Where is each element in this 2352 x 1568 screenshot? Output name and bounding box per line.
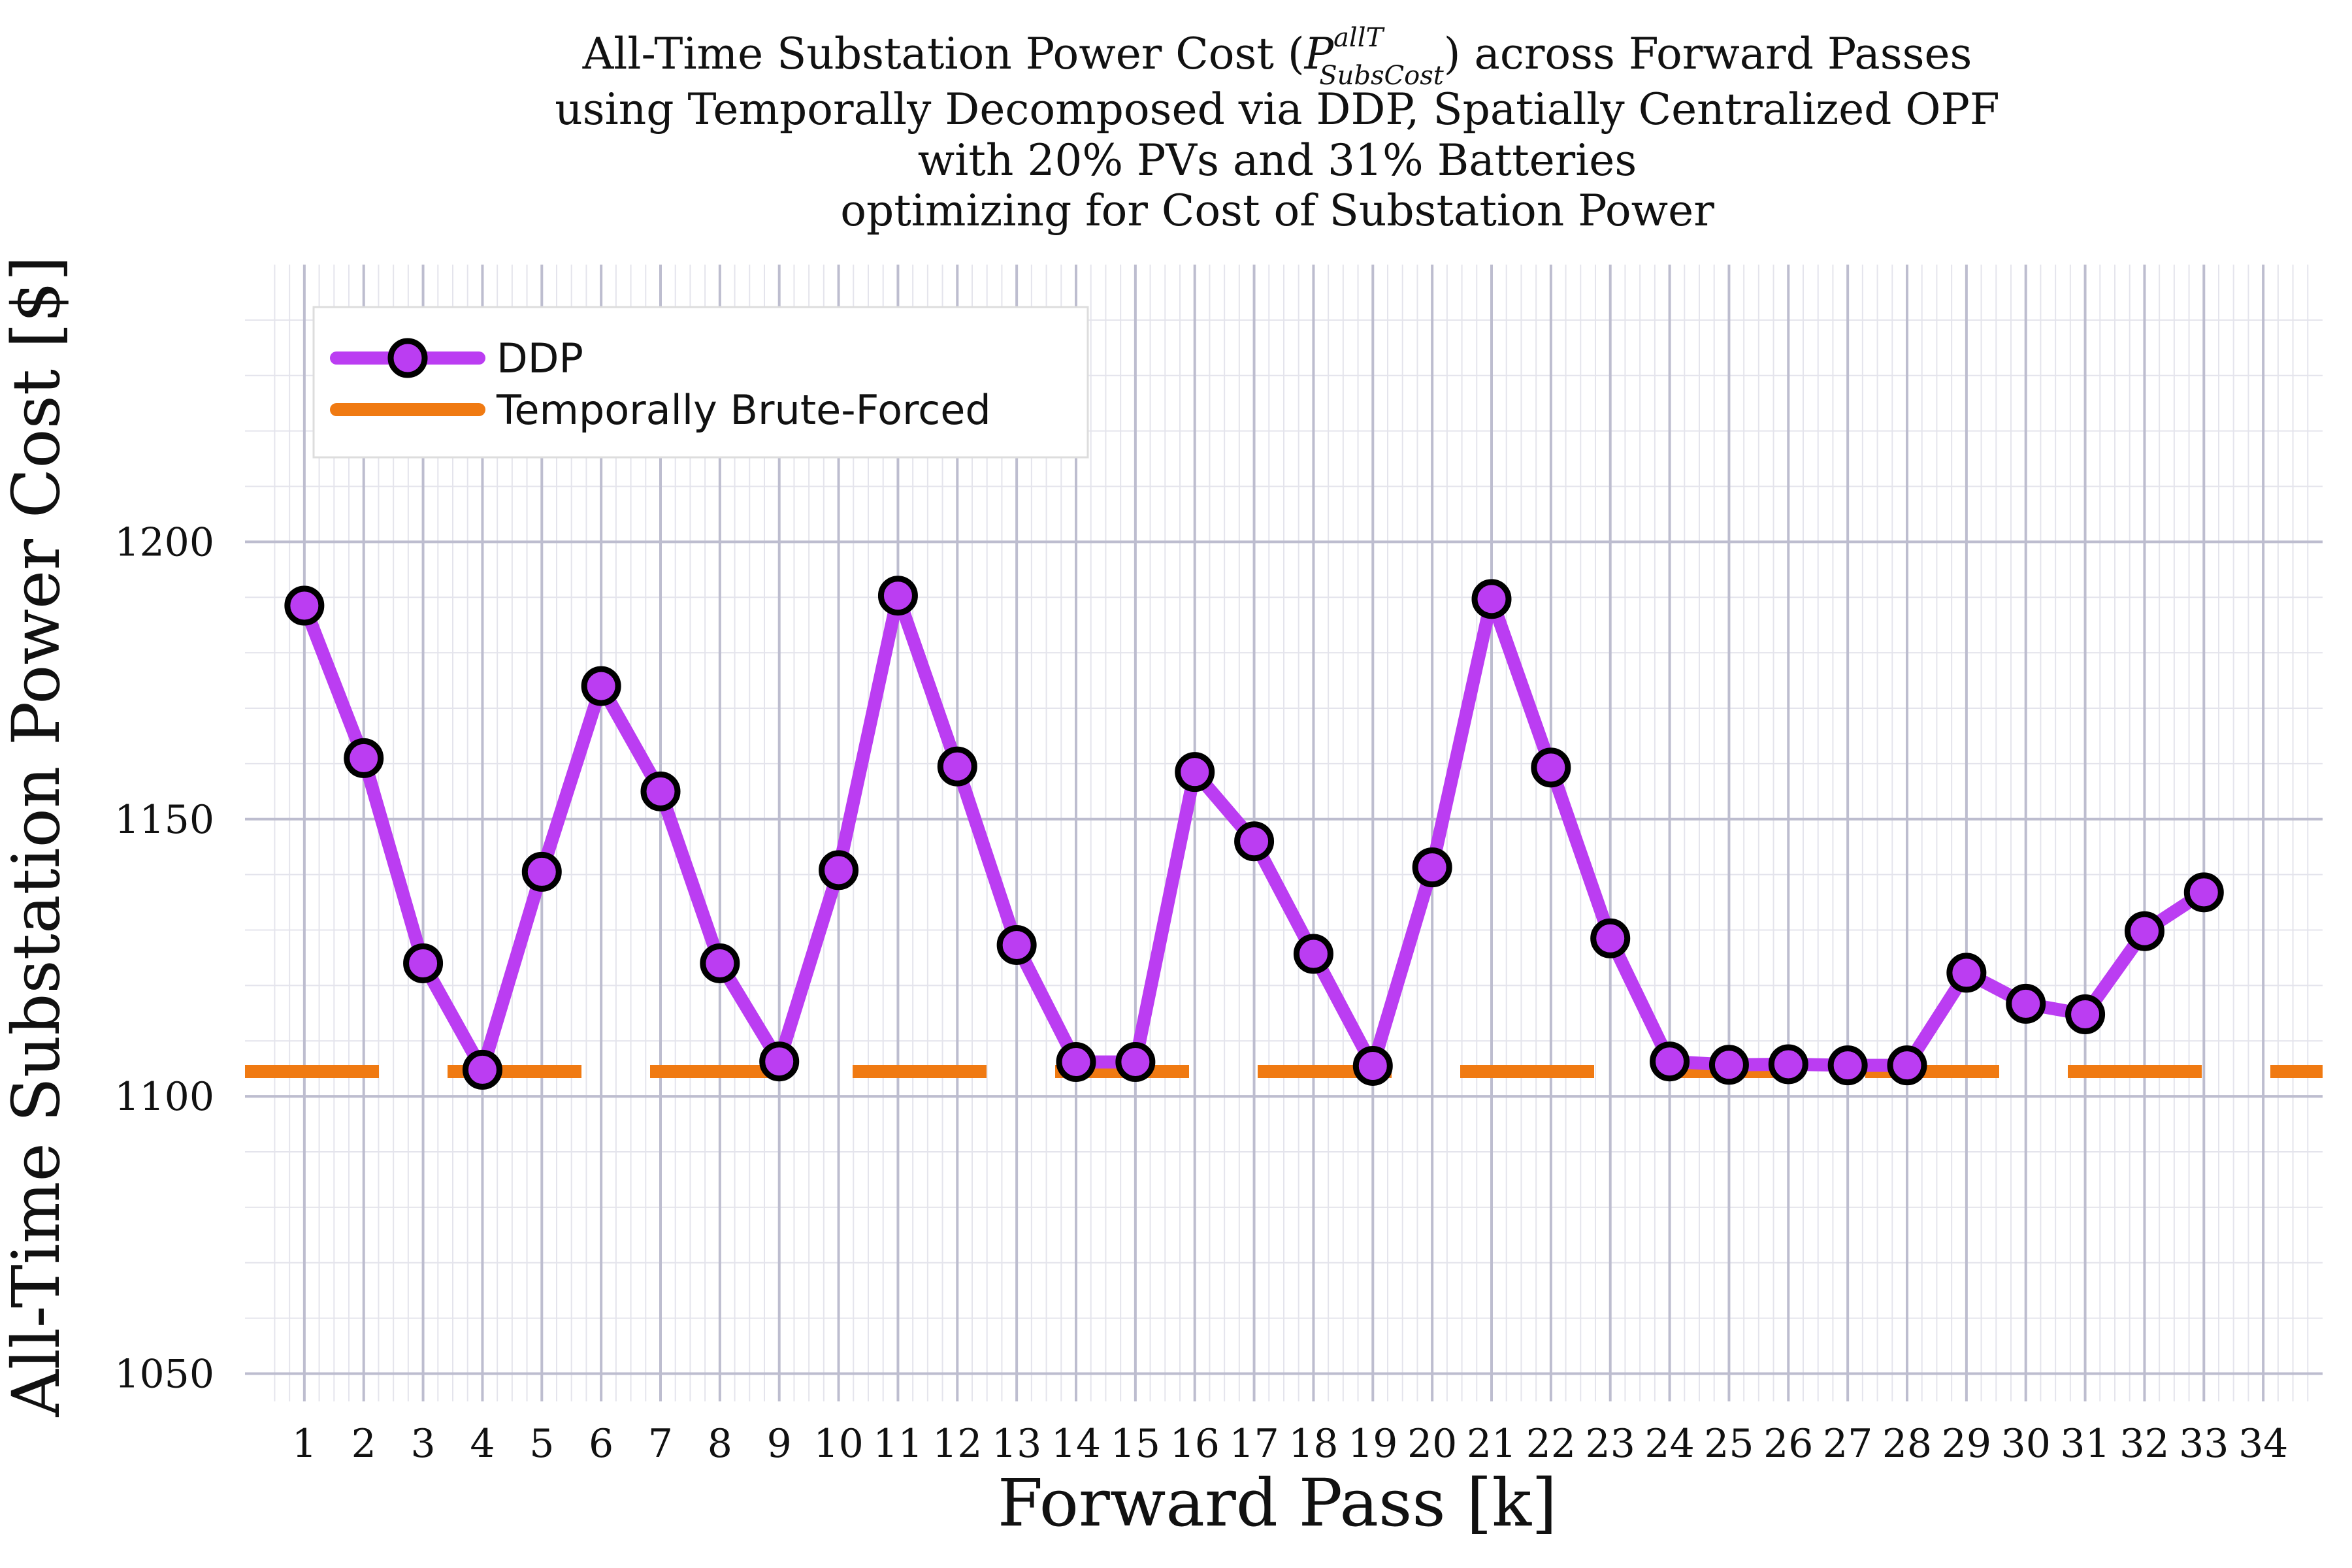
- data-point-ddp: [1708, 1045, 1749, 1085]
- data-point-ddp: [1650, 1041, 1690, 1082]
- chart-title-line-1-prefix: All-Time Substation Power Cost (: [582, 29, 1305, 79]
- x-tick-label: 6: [589, 1421, 613, 1467]
- data-point-ddp: [1946, 953, 1987, 993]
- x-tick-label: 9: [767, 1421, 792, 1467]
- chart-title-line-2: using Temporally Decomposed via DDP, Spa…: [555, 84, 1999, 135]
- legend: DDP Temporally Brute-Forced: [312, 306, 1089, 459]
- x-tick-label: 12: [932, 1421, 982, 1467]
- x-tick-label: 17: [1229, 1421, 1279, 1467]
- x-tick-label: 23: [1586, 1421, 1635, 1467]
- x-axis-tick-labels: 1 2 3 4 5 6 7 8 9 10 11 12 13 14 15 16 17 18 19 20 21 22 23 24 2…: [292, 1421, 2289, 1467]
- x-tick-label: 16: [1170, 1421, 1220, 1467]
- x-tick-label: 11: [873, 1421, 923, 1467]
- x-tick-label: 19: [1348, 1421, 1397, 1467]
- y-axis-label: All-Time Substation Power Cost [$]: [0, 256, 74, 1418]
- data-point-ddp: [1056, 1042, 1096, 1083]
- x-tick-label: 29: [1942, 1421, 1991, 1467]
- x-tick-label: 2: [351, 1421, 376, 1467]
- x-tick-label: 1: [292, 1421, 317, 1467]
- y-tick-label: 1150: [114, 797, 214, 843]
- data-point-ddp: [640, 771, 681, 811]
- data-point-ddp: [1234, 821, 1275, 862]
- data-point-ddp: [996, 924, 1037, 965]
- y-tick-label: 1050: [114, 1352, 214, 1397]
- x-tick-label: 7: [648, 1421, 673, 1467]
- x-tick-label: 18: [1288, 1421, 1338, 1467]
- chart-title-line-1-suffix: ) across Forward Passes: [1444, 29, 1972, 79]
- data-point-ddp: [1293, 934, 1333, 974]
- x-axis-label: Forward Pass [k]: [998, 1465, 1557, 1541]
- y-tick-label: 1100: [114, 1074, 214, 1120]
- data-point-ddp: [462, 1049, 502, 1090]
- data-point-ddp: [877, 576, 918, 616]
- data-point-ddp: [521, 851, 562, 892]
- data-point-ddp: [937, 746, 977, 787]
- x-tick-label: 30: [2001, 1421, 2051, 1467]
- chart-title-line-1: All-Time Substation Power Cost (PallT Sub…: [582, 23, 1972, 91]
- x-tick-label: 5: [529, 1421, 554, 1467]
- chart-title-subscript: SubsCost: [1319, 61, 1445, 91]
- data-point-ddp: [2183, 872, 2224, 913]
- x-tick-label: 3: [410, 1421, 435, 1467]
- data-point-ddp: [2006, 983, 2046, 1024]
- data-point-ddp: [1590, 918, 1631, 958]
- x-tick-label: 15: [1111, 1421, 1160, 1467]
- chart-title-symbol: P: [1304, 29, 1335, 79]
- data-point-ddp: [759, 1041, 800, 1082]
- x-tick-label: 28: [1882, 1421, 1932, 1467]
- series-ddp: [284, 576, 2224, 1090]
- y-tick-label: 1200: [114, 519, 214, 565]
- x-tick-label: 14: [1051, 1421, 1101, 1467]
- data-point-ddp: [1175, 752, 1215, 792]
- data-point-ddp: [581, 666, 621, 706]
- x-tick-label: 26: [1763, 1421, 1813, 1467]
- x-tick-label: 24: [1644, 1421, 1694, 1467]
- x-tick-label: 20: [1407, 1421, 1457, 1467]
- x-tick-label: 8: [708, 1421, 732, 1467]
- data-point-ddp: [1471, 579, 1512, 619]
- data-point-ddp: [344, 738, 384, 778]
- x-tick-label: 21: [1467, 1421, 1516, 1467]
- legend-box: [312, 306, 1089, 459]
- x-tick-label: 25: [1704, 1421, 1754, 1467]
- data-point-ddp: [1115, 1042, 1156, 1083]
- chart-title-line-3: with 20% PVs and 31% Batteries: [918, 135, 1637, 186]
- data-point-ddp: [1531, 747, 1571, 788]
- data-point-ddp: [2124, 911, 2164, 951]
- chart-title-line-4: optimizing for Cost of Substation Power: [840, 186, 1714, 236]
- data-point-ddp: [2065, 994, 2106, 1035]
- data-point-ddp: [819, 850, 859, 890]
- data-point-ddp: [1768, 1044, 1808, 1085]
- data-point-ddp: [700, 943, 740, 983]
- data-point-ddp: [284, 585, 325, 626]
- legend-label-temporally-brute-forced: Temporally Brute-Forced: [496, 386, 991, 434]
- data-point-ddp: [1827, 1045, 1868, 1086]
- x-tick-label: 34: [2238, 1421, 2288, 1467]
- x-tick-label: 10: [813, 1421, 863, 1467]
- x-tick-label: 31: [2060, 1421, 2110, 1467]
- x-tick-label: 27: [1823, 1421, 1872, 1467]
- y-axis-tick-labels: 1050 1100 1150 1200: [114, 519, 214, 1397]
- data-point-ddp: [403, 943, 444, 983]
- x-tick-label: 4: [470, 1421, 495, 1467]
- legend-label-ddp: DDP: [497, 335, 583, 382]
- legend-marker-ddp: [387, 338, 428, 378]
- data-point-ddp: [1412, 847, 1452, 888]
- chart-title: All-Time Substation Power Cost (PallT Sub…: [555, 23, 1999, 236]
- x-tick-label: 33: [2179, 1421, 2229, 1467]
- grid-major: [245, 265, 2323, 1401]
- data-point-ddp: [1887, 1045, 1927, 1086]
- chart-title-superscript: allT: [1333, 23, 1385, 53]
- x-tick-label: 13: [992, 1421, 1041, 1467]
- data-point-ddp: [1352, 1045, 1393, 1086]
- x-tick-label: 22: [1526, 1421, 1576, 1467]
- x-tick-label: 32: [2119, 1421, 2169, 1467]
